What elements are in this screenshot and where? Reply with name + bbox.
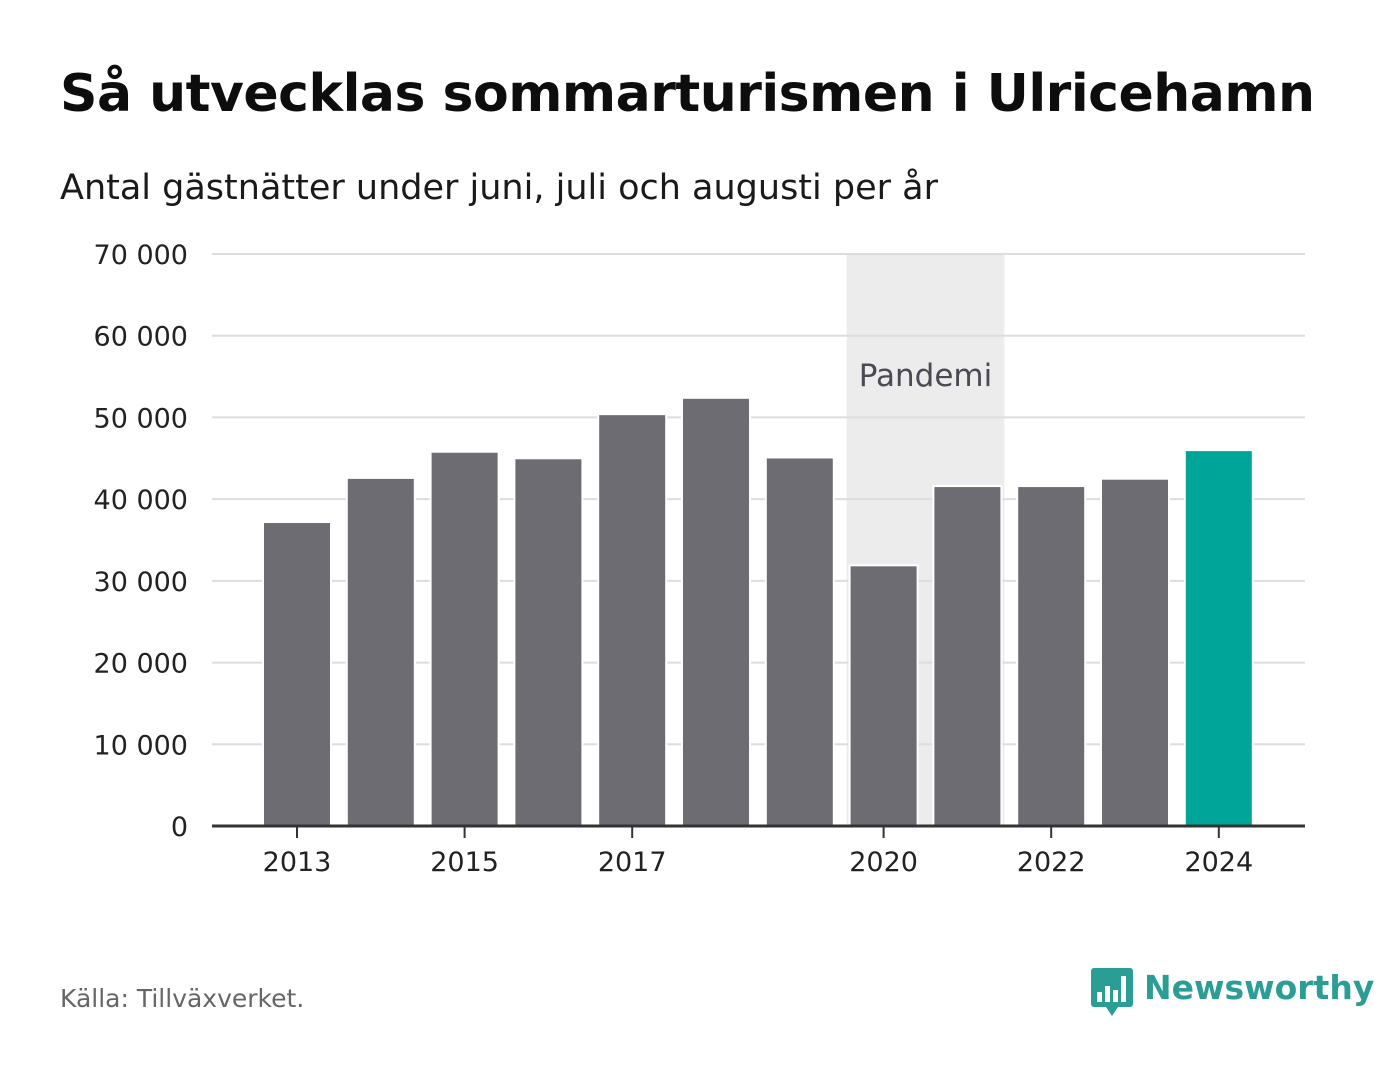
x-tick-label: 2013 bbox=[263, 847, 332, 878]
bar-2013 bbox=[262, 521, 332, 827]
y-tick-label: 30 000 bbox=[94, 567, 188, 598]
y-tick-label: 60 000 bbox=[94, 322, 188, 353]
bar-2016 bbox=[513, 457, 584, 827]
bar-2015 bbox=[429, 450, 500, 827]
bar-2017 bbox=[597, 413, 668, 827]
chart-subtitle: Antal gästnätter under juni, juli och au… bbox=[60, 168, 938, 208]
newsworthy-logo-icon bbox=[1091, 968, 1133, 1016]
y-tick-label: 40 000 bbox=[94, 485, 188, 516]
x-tick-label: 2020 bbox=[849, 847, 918, 878]
bar-2021 bbox=[932, 485, 1003, 827]
y-tick-label: 50 000 bbox=[94, 403, 188, 434]
y-tick-label: 0 bbox=[171, 812, 188, 843]
bar-2020 bbox=[848, 564, 919, 827]
x-tick-label: 2017 bbox=[598, 847, 667, 878]
pandemic-label: Pandemi bbox=[859, 358, 993, 394]
y-tick-label: 70 000 bbox=[94, 240, 188, 271]
y-tick-label: 20 000 bbox=[94, 649, 188, 680]
brand-name: Newsworthy bbox=[1144, 968, 1375, 1007]
bar-2024 bbox=[1183, 449, 1254, 827]
brand-logo: Newsworthy bbox=[1090, 966, 1374, 1022]
bar-chart: Pandemi 0 10 000 20 000 30 000 40 000 50 000 6… bbox=[94, 240, 1305, 878]
y-tick-label: 10 000 bbox=[94, 730, 188, 761]
bar-2022 bbox=[1016, 485, 1087, 827]
bar-2018 bbox=[681, 396, 751, 827]
x-tick-label: 2015 bbox=[430, 847, 499, 878]
source-note: Källa: Tillväxverket. bbox=[60, 984, 305, 1013]
bar-2019 bbox=[764, 456, 835, 827]
chart-title: Så utvecklas sommarturismen i Ulricehamn bbox=[60, 64, 1315, 124]
bar-2023 bbox=[1100, 477, 1170, 827]
x-tick-label: 2022 bbox=[1017, 847, 1086, 878]
bar-2014 bbox=[345, 476, 416, 827]
x-tick-label: 2024 bbox=[1184, 847, 1253, 878]
